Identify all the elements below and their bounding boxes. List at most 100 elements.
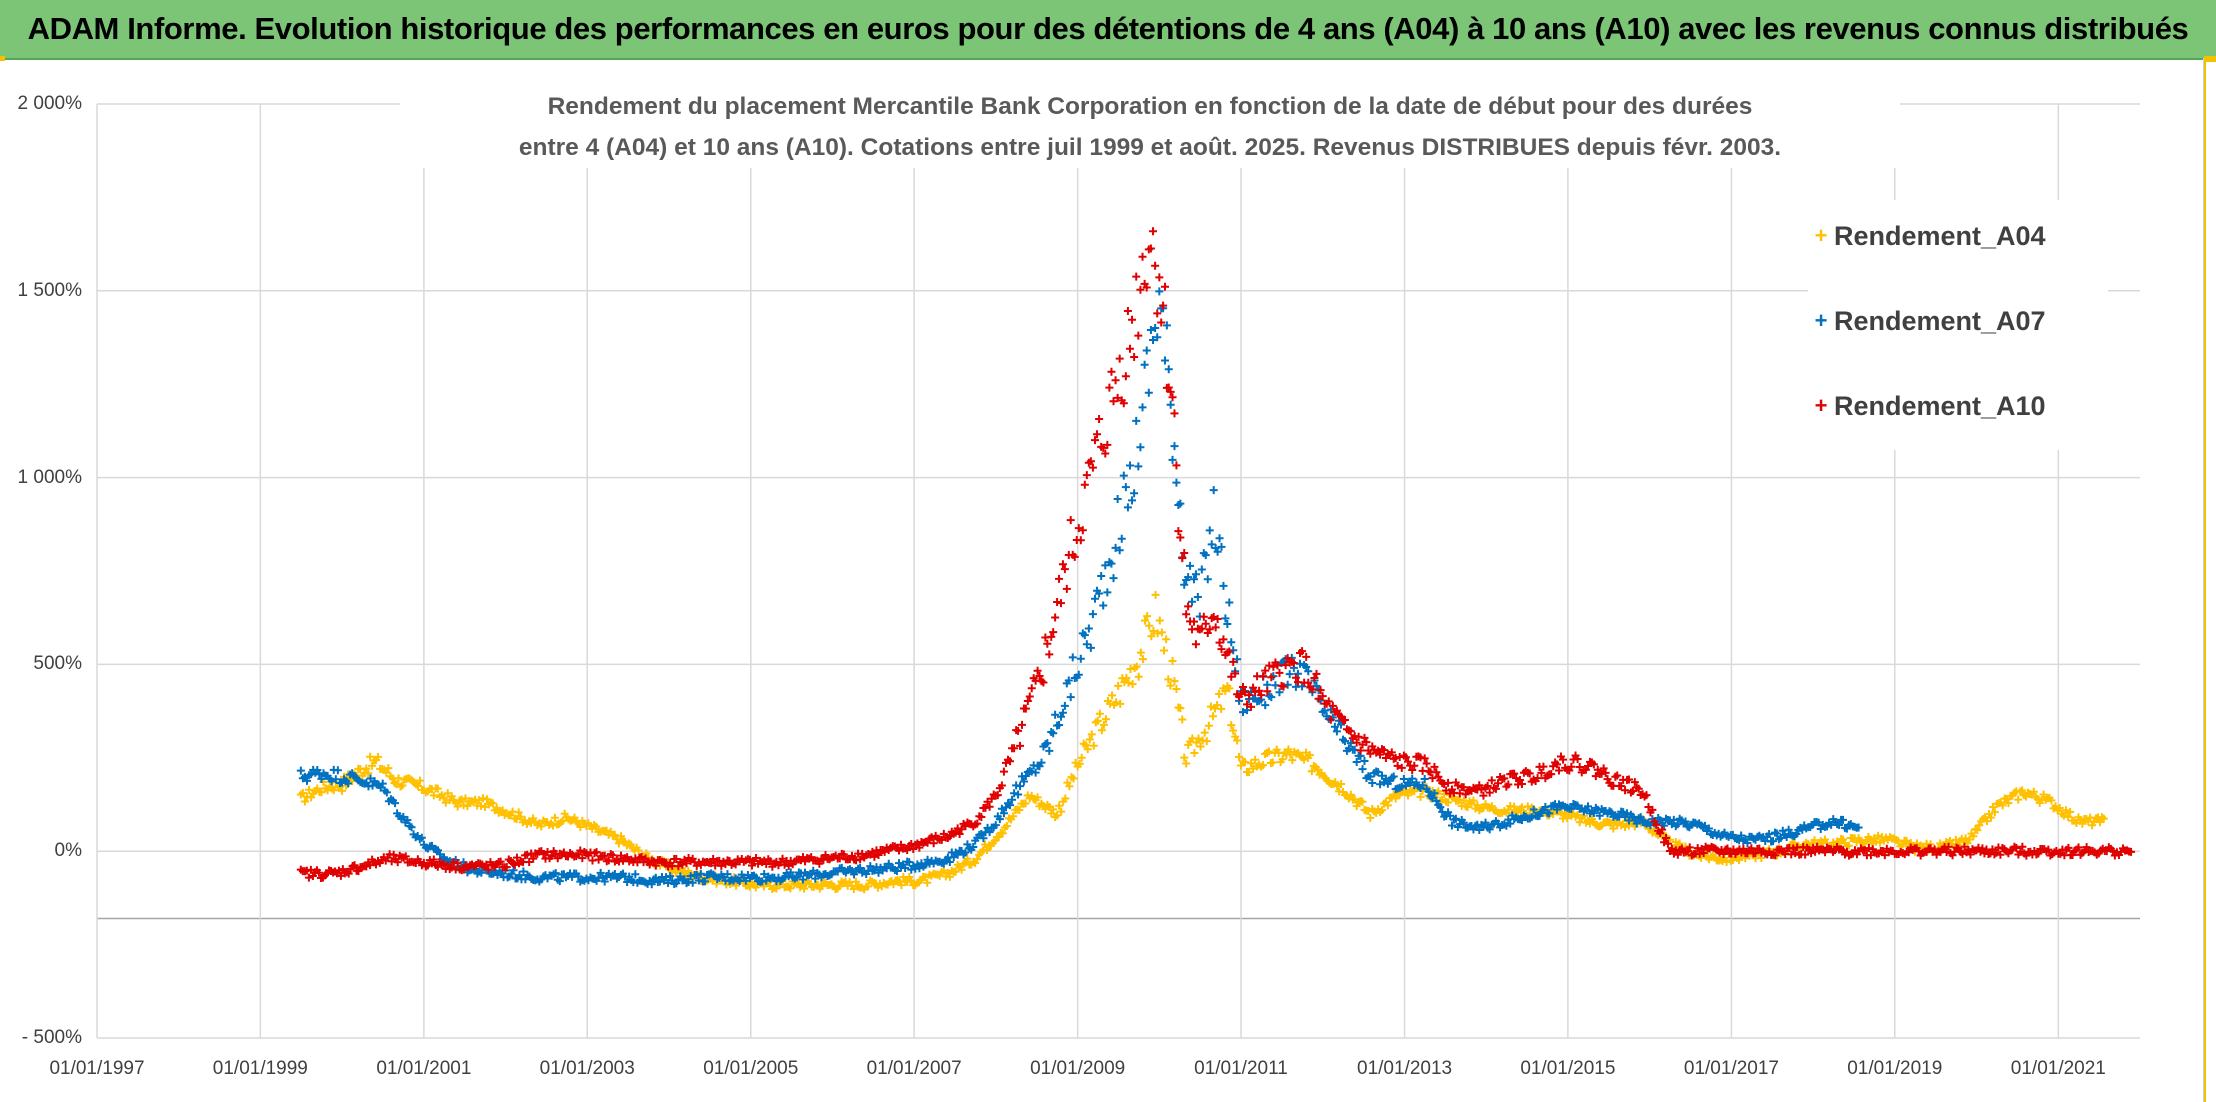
data-point: [1324, 697, 1333, 706]
data-point: [1060, 701, 1069, 710]
data-point: [1393, 761, 1402, 770]
data-point: [617, 851, 626, 860]
data-point: [606, 827, 615, 836]
data-point: [1553, 805, 1562, 814]
data-point: [574, 872, 583, 881]
data-point: [1151, 590, 1160, 599]
data-point: [1200, 728, 1209, 737]
data-point: [317, 774, 326, 783]
data-point: [1134, 331, 1143, 340]
data-point: [1239, 682, 1248, 691]
corner-accent-left: [0, 56, 5, 61]
plus-marker-icon: +: [1814, 308, 1828, 333]
data-point: [1787, 850, 1796, 859]
data-point: [1305, 751, 1314, 760]
data-point: [985, 828, 994, 837]
data-point: [604, 856, 613, 865]
data-point: [792, 873, 801, 882]
data-point: [786, 884, 795, 893]
data-point: [1201, 619, 1210, 628]
data-point: [1408, 766, 1417, 775]
data-point: [1021, 704, 1030, 713]
data-point: [945, 872, 954, 881]
data-point: [1080, 631, 1089, 640]
data-point: [1479, 791, 1488, 800]
data-point: [1259, 672, 1268, 681]
data-point: [849, 884, 858, 893]
data-point: [1069, 774, 1078, 783]
data-point: [1432, 768, 1441, 777]
data-point: [1082, 471, 1091, 480]
data-point: [1444, 798, 1453, 807]
data-point: [1259, 761, 1268, 770]
data-point: [1219, 581, 1228, 590]
data-point: [429, 855, 438, 864]
x-tick-label: 01/01/2017: [1683, 1058, 1779, 1079]
data-point: [951, 828, 960, 837]
data-point: [1358, 797, 1367, 806]
data-point: [1229, 646, 1238, 655]
data-point: [1440, 779, 1449, 788]
data-point: [1060, 565, 1069, 574]
data-point: [1132, 662, 1141, 671]
data-point: [1642, 791, 1651, 800]
data-point: [647, 880, 656, 889]
data-point: [1765, 830, 1774, 839]
data-point: [1155, 287, 1164, 296]
data-point: [1284, 745, 1293, 754]
data-point: [1217, 542, 1226, 551]
data-point: [1031, 768, 1040, 777]
data-point: [1273, 661, 1282, 670]
data-point: [1430, 789, 1439, 798]
data-point: [1275, 688, 1284, 697]
data-point: [1275, 668, 1284, 677]
data-point: [1383, 801, 1392, 810]
data-point: [1159, 301, 1168, 310]
data-point: [362, 764, 371, 773]
y-tick-label: 0%: [54, 840, 82, 862]
data-point: [1312, 681, 1321, 690]
data-point: [1108, 691, 1117, 700]
data-point: [921, 873, 930, 882]
data-point: [1160, 356, 1169, 365]
data-point: [449, 858, 458, 867]
data-point: [1107, 559, 1116, 568]
data-point: [1621, 786, 1630, 795]
data-point: [1225, 647, 1234, 656]
data-point: [1225, 684, 1234, 693]
data-point: [1077, 753, 1086, 762]
data-point: [502, 863, 511, 872]
data-point: [333, 766, 342, 775]
data-point: [662, 873, 671, 882]
data-point: [1043, 739, 1052, 748]
data-point: [368, 761, 377, 770]
data-point: [1227, 638, 1236, 647]
x-tick-label: 01/01/2013: [1357, 1058, 1453, 1079]
data-point: [1109, 397, 1118, 406]
data-point: [1124, 678, 1133, 687]
data-point: [1652, 820, 1661, 829]
data-point: [366, 752, 375, 761]
data-point: [433, 784, 442, 793]
data-point: [1376, 750, 1385, 759]
data-point: [915, 843, 924, 852]
data-point: [1559, 755, 1568, 764]
data-point: [1107, 367, 1116, 376]
x-tick-label: 01/01/2019: [1847, 1058, 1943, 1079]
data-point: [1105, 383, 1114, 392]
legend-label-a10: Rendement_A10: [1834, 390, 2046, 421]
data-point: [1584, 802, 1593, 811]
x-tick-label: 01/01/2005: [703, 1058, 799, 1079]
data-point: [997, 781, 1006, 790]
data-point: [463, 802, 472, 811]
data-point: [617, 832, 626, 841]
data-point: [393, 858, 402, 867]
data-point: [1112, 698, 1121, 707]
data-point: [1047, 632, 1056, 641]
data-point: [835, 882, 844, 891]
data-point: [874, 850, 883, 859]
data-point: [1798, 825, 1807, 834]
data-point: [403, 816, 412, 825]
data-point: [1289, 658, 1298, 667]
